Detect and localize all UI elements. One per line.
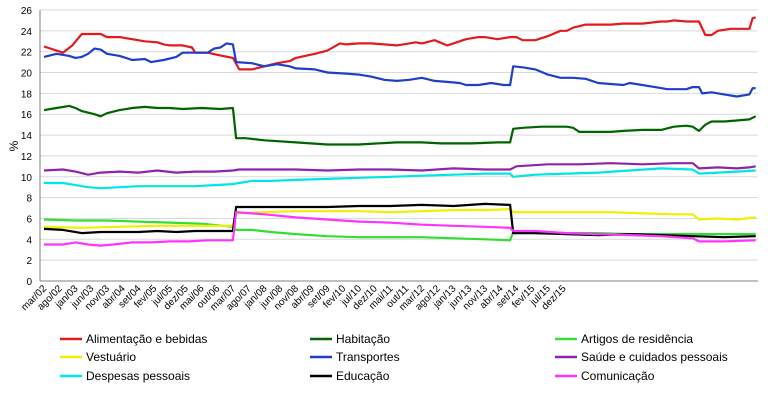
y-tick-label: 2 (26, 256, 32, 267)
axes (39, 10, 758, 282)
y-tick-label: 4 (26, 235, 32, 246)
y-tick-label: 14 (21, 131, 33, 142)
legend-label: Saúde e cuidados pessoais (581, 350, 728, 364)
y-tick-label: 6 (26, 214, 32, 225)
legend-label: Comunicação (581, 369, 655, 383)
y-tick-label: 22 (21, 48, 33, 59)
series-lines (43, 16, 757, 247)
series-line (44, 167, 756, 190)
legend-label: Artigos de residência (581, 332, 693, 346)
legend-label: Transportes (336, 350, 400, 364)
y-tick-label: 26 (21, 6, 33, 17)
legend-label: Vestuário (86, 350, 136, 364)
series-line (43, 42, 756, 98)
y-tick-label: 16 (21, 110, 33, 121)
series-line (43, 162, 756, 176)
legend-label: Alimentação e bebidas (86, 332, 207, 346)
y-tick-label: 24 (21, 27, 33, 38)
series-line (43, 208, 756, 229)
y-tick-label: 18 (21, 89, 33, 100)
series-line (44, 211, 756, 247)
x-axis-ticks: mar/02ago/02jan/03jun/03nov/03abr/04set/… (19, 283, 569, 313)
legend-label: Educação (336, 369, 390, 383)
y-tick-label: 12 (21, 152, 33, 163)
y-tick-label: 0 (26, 277, 32, 288)
legend-label: Despesas pessoais (86, 369, 190, 383)
legend: Alimentação e bebidas Habitação Artigos de… (60, 332, 728, 383)
series-line (43, 202, 756, 239)
y-tick-label: 8 (26, 194, 32, 205)
y-axis-label: % (7, 140, 21, 151)
series-line (43, 16, 757, 71)
y-tick-label: 10 (21, 173, 33, 184)
legend-label: Habitação (336, 332, 390, 346)
series-line (43, 104, 757, 146)
y-tick-label: 20 (21, 69, 33, 80)
